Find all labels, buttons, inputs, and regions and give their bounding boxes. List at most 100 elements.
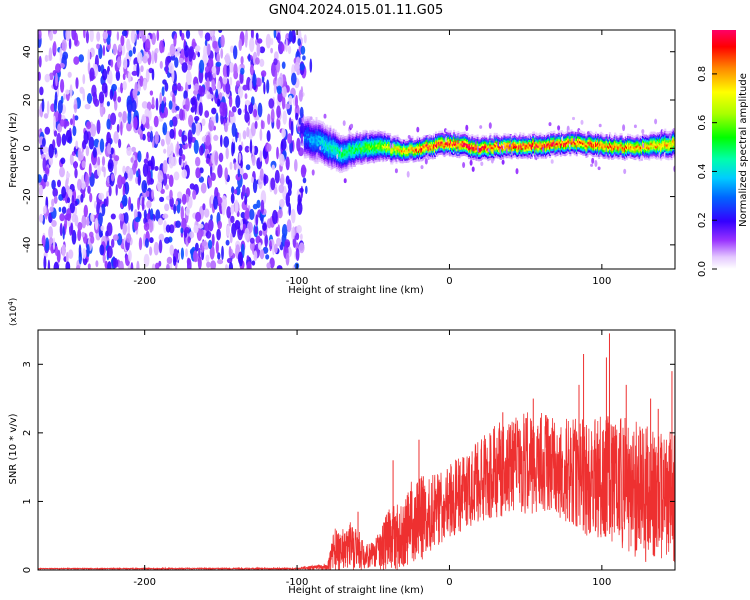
- noise-blob: [295, 95, 298, 109]
- signal-cell: [579, 130, 581, 133]
- noise-blob: [284, 245, 287, 253]
- signal-cell: [379, 148, 382, 151]
- signal-cell: [553, 130, 556, 133]
- signal-cell: [470, 149, 473, 152]
- signal-cell: [305, 136, 308, 139]
- signal-cell: [405, 151, 408, 155]
- noise-blob: [151, 50, 155, 65]
- signal-cell: [328, 133, 331, 136]
- signal-cell: [558, 143, 561, 146]
- noise-blob: [42, 157, 47, 172]
- noise-blob: [187, 83, 192, 90]
- signal-cell: [387, 132, 389, 136]
- signal-cell: [332, 139, 335, 142]
- noise-blob: [73, 104, 78, 110]
- signal-cell: [321, 141, 324, 144]
- signal-cell: [342, 165, 345, 168]
- signal-cell: [543, 152, 546, 155]
- signal-cell: [540, 134, 543, 137]
- signal-cell: [440, 139, 443, 142]
- signal-cell: [350, 144, 353, 148]
- noise-blob: [230, 215, 235, 224]
- signal-cell: [305, 131, 308, 135]
- noise-blob: [58, 207, 62, 212]
- signal-cell: [499, 157, 501, 160]
- signal-cell: [489, 141, 492, 145]
- signal-cell: [569, 151, 572, 155]
- signal-cell: [495, 132, 498, 136]
- signal-cell: [401, 154, 404, 157]
- signal-cell: [332, 150, 335, 153]
- signal-cell: [486, 137, 489, 141]
- signal-cell: [345, 166, 348, 170]
- signal-cell: [319, 157, 322, 161]
- signal-cell: [364, 149, 367, 152]
- signal-cell: [451, 154, 453, 157]
- signal-cell: [543, 145, 546, 149]
- signal-cell: [547, 143, 549, 146]
- signal-cell: [350, 140, 353, 143]
- noise-blob: [233, 45, 238, 60]
- noise-blob: [233, 63, 238, 78]
- signal-cell: [531, 134, 533, 137]
- signal-cell: [433, 154, 436, 157]
- noise-blob: [285, 252, 290, 266]
- signal-cell: [425, 140, 428, 143]
- signal-cell: [483, 156, 485, 160]
- signal-cell: [459, 153, 462, 157]
- signal-cell: [494, 138, 497, 141]
- noise-blob: [107, 158, 114, 173]
- signal-cell: [572, 136, 575, 139]
- signal-cell: [344, 166, 347, 169]
- signal-cell: [565, 153, 568, 156]
- signal-cell: [419, 139, 421, 143]
- noise-blob: [252, 73, 257, 87]
- signal-cell: [587, 141, 590, 145]
- signal-cell: [481, 156, 484, 159]
- noise-blob: [180, 206, 184, 221]
- signal-cell: [563, 140, 565, 143]
- signal-cell: [460, 147, 463, 150]
- signal-cell: [399, 145, 402, 148]
- noise-blob: [68, 38, 72, 50]
- signal-cell: [321, 128, 324, 131]
- signal-cell: [598, 147, 601, 151]
- signal-cell: [463, 151, 466, 154]
- signal-cell: [419, 148, 421, 151]
- signal-cell: [339, 168, 341, 171]
- signal-cell: [326, 133, 329, 136]
- signal-cell: [347, 153, 350, 157]
- signal-cell: [326, 150, 329, 154]
- noise-blob: [205, 254, 210, 262]
- signal-cell: [398, 147, 401, 150]
- signal-cell: [348, 162, 351, 165]
- signal-cell: [425, 137, 428, 141]
- noise-blob: [266, 143, 272, 152]
- noise-blob: [153, 241, 159, 256]
- noise-blob: [250, 176, 254, 184]
- signal-cell: [513, 143, 516, 146]
- signal-cell: [488, 138, 491, 141]
- noise-blob: [180, 227, 184, 234]
- signal-speckle: [420, 165, 424, 170]
- noise-blob: [263, 173, 267, 186]
- signal-cell: [321, 125, 324, 129]
- signal-cell: [441, 145, 444, 148]
- signal-cell: [545, 152, 548, 156]
- signal-cell: [422, 151, 425, 154]
- signal-cell: [454, 134, 457, 138]
- noise-blob: [92, 147, 97, 158]
- signal-cell: [529, 150, 532, 154]
- signal-cell: [411, 151, 414, 154]
- noise-blob: [106, 118, 111, 130]
- signal-cell: [502, 148, 505, 151]
- signal-cell: [321, 160, 324, 163]
- signal-cell: [472, 155, 475, 158]
- signal-cell: [433, 152, 436, 155]
- signal-cell: [305, 120, 308, 124]
- signal-cell: [545, 144, 548, 147]
- signal-cell: [469, 152, 472, 155]
- signal-cell: [364, 140, 367, 144]
- signal-cell: [334, 138, 337, 141]
- signal-cell: [566, 131, 569, 134]
